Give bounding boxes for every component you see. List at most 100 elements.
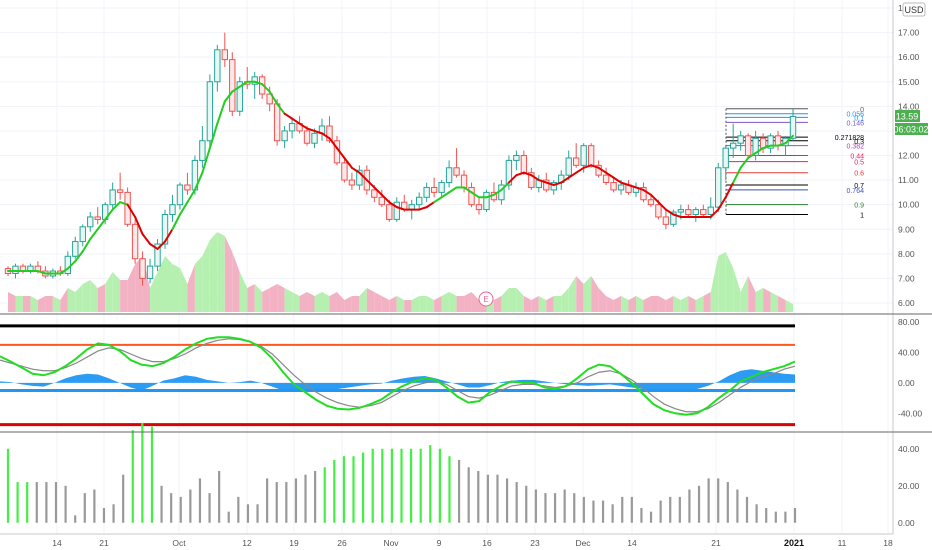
volume-area-segment: [172, 264, 179, 312]
fib-level-label: 0.9: [854, 203, 864, 210]
candle-up: [581, 146, 586, 166]
volume-area-segment: [763, 288, 770, 312]
volume-area-segment: [509, 288, 516, 312]
volume-area-segment: [217, 232, 224, 312]
candle-up: [730, 143, 735, 148]
volume-area-segment: [367, 288, 374, 312]
candle-up: [312, 133, 317, 143]
candle-down: [573, 158, 578, 165]
volume-area-segment: [45, 296, 52, 312]
oscillator-axis-tick: 40.00: [898, 347, 920, 357]
oscillator-axis-tick: 0.00: [898, 378, 915, 388]
time-axis-tick: 12: [242, 538, 252, 548]
volume-area-segment: [554, 296, 561, 312]
oscillator-axis-tick: -40.00: [898, 408, 922, 418]
time-axis-tick: Dec: [575, 538, 591, 548]
candle-up: [170, 205, 175, 215]
candle-down: [461, 175, 466, 187]
price-axis-tick: 14.00: [898, 101, 920, 111]
candle-down: [117, 190, 122, 192]
candle-down: [686, 210, 691, 215]
candle-down: [140, 259, 145, 279]
earnings-marker-label: E: [483, 295, 488, 304]
time-axis-tick: 19: [289, 538, 299, 548]
fib-level-label: 0.146: [846, 120, 864, 127]
earnings-marker[interactable]: E: [479, 292, 493, 306]
price-axis-tick: 6.00: [898, 298, 915, 308]
price-axis-tick: 8.00: [898, 249, 915, 259]
time-axis-tick: 16: [482, 538, 492, 548]
candle-up: [110, 190, 115, 205]
histogram-axis-tick: 20.00: [898, 481, 920, 491]
volume-area-segment: [457, 296, 464, 312]
candle-down: [701, 210, 706, 215]
price-axis-tick: 9.00: [898, 224, 915, 234]
currency-badge[interactable]: USD: [903, 3, 925, 16]
candle-down: [222, 50, 227, 60]
time-axis-tick: 9: [437, 538, 442, 548]
time-axis-tick: 14: [52, 538, 62, 548]
volume-area-segment: [210, 232, 217, 312]
time-axis-tick: 23: [530, 538, 540, 548]
price-axis-tick: 12.00: [898, 151, 920, 161]
last-price-value: 13.59: [896, 112, 919, 122]
fib-level-label: 1: [860, 213, 864, 220]
candle-up: [215, 50, 220, 82]
time-axis-tick: Oct: [172, 538, 186, 548]
candle-down: [379, 197, 384, 204]
fib-level-label: 0.6: [854, 171, 864, 178]
candle-up: [484, 192, 489, 209]
time-axis-tick: 26: [337, 538, 347, 548]
currency-label: USD: [904, 5, 924, 15]
candle-up: [678, 210, 683, 212]
volume-area-segment: [651, 296, 658, 312]
candle-up: [693, 210, 698, 215]
candle-up: [514, 156, 519, 161]
candle-up: [147, 266, 152, 278]
candle-down: [132, 224, 137, 258]
candle-down: [431, 187, 436, 192]
countdown-badge: 06:03:02: [893, 123, 928, 135]
volume-area-segment: [68, 288, 75, 312]
last-price-badge: 13.59: [895, 110, 920, 122]
candle-up: [424, 187, 429, 197]
candle-down: [745, 136, 750, 156]
volume-area-segment: [120, 280, 127, 312]
countdown-value: 06:03:02: [893, 125, 928, 135]
candle-up: [439, 183, 444, 193]
candle-up: [618, 185, 623, 190]
date-badge-label: 2021: [784, 538, 804, 548]
candle-down: [588, 146, 593, 166]
candle-up: [88, 217, 93, 227]
price-axis-tick: 15.00: [898, 77, 920, 87]
time-axis-tick: 18: [883, 538, 893, 548]
volume-area-segment: [262, 288, 269, 312]
candle-up: [723, 148, 728, 168]
volume-area-segment: [277, 284, 284, 312]
volume-area-segment: [165, 256, 172, 312]
candle-up: [708, 207, 713, 214]
candle-down: [611, 183, 616, 190]
candle-down: [476, 205, 481, 210]
histogram-axis-tick: 40.00: [898, 444, 920, 454]
volume-area-segment: [15, 296, 22, 312]
volume-area-segment: [247, 284, 254, 312]
time-axis-tick: Nov: [383, 538, 399, 548]
volume-area-segment: [404, 300, 411, 312]
price-axis-tick: 17.00: [898, 28, 920, 38]
candle-down: [521, 156, 526, 173]
candle-up: [738, 136, 743, 143]
histogram-axis-tick: 0.00: [898, 518, 915, 528]
oscillator-axis-tick: 80.00: [898, 317, 920, 327]
candle-up: [73, 242, 78, 257]
volume-area-segment: [352, 296, 359, 312]
candle-up: [446, 168, 451, 183]
candle-down: [656, 205, 661, 217]
candle-up: [177, 185, 182, 205]
candle-up: [416, 197, 421, 204]
candle-down: [274, 104, 279, 141]
time-axis-tick: 21: [99, 538, 109, 548]
candle-up: [207, 82, 212, 141]
price-axis-tick: 10.00: [898, 200, 920, 210]
